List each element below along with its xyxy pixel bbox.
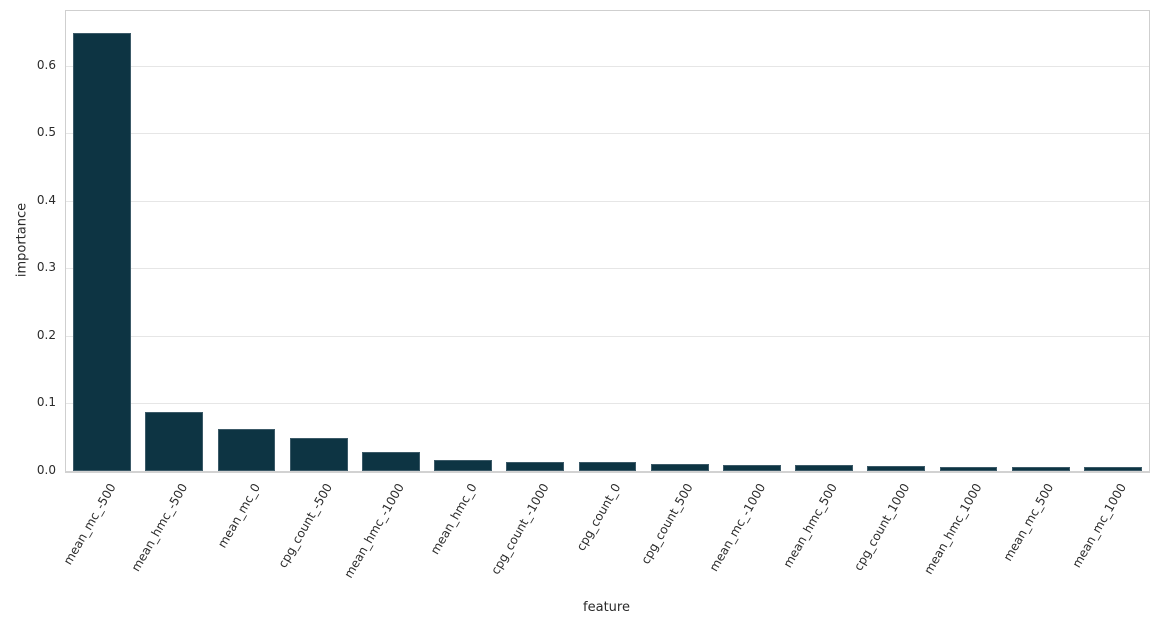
bar-mean_hmc_0 [434, 460, 492, 471]
x-tick-label-cpg_count_-500: cpg_count_-500 [275, 481, 335, 571]
y-tick-label-0.0: 0.0 [36, 462, 56, 477]
bar-cpg_count_1000 [867, 465, 926, 471]
bar-mean_hmc_-1000 [362, 452, 420, 471]
y-tick-label-0.3: 0.3 [36, 260, 56, 275]
bar-mean_mc_-500 [73, 32, 131, 471]
bar-mean_mc_-1000 [723, 464, 781, 471]
x-tick-label-cpg_count_-1000: cpg_count_-1000 [488, 481, 552, 577]
bar-mean_mc_0 [217, 429, 276, 471]
y-tick-label-0.2: 0.2 [36, 327, 56, 342]
gridline-y-0.5 [66, 133, 1149, 135]
x-tick-label-cpg_count_1000: cpg_count_1000 [851, 481, 913, 574]
y-tick-label-0.1: 0.1 [36, 395, 56, 410]
x-tick-label-cpg_count_500: cpg_count_500 [638, 481, 696, 567]
bar-cpg_count_0 [578, 462, 637, 471]
x-tick-label-mean_mc_1000: mean_mc_1000 [1069, 481, 1130, 571]
bar-cpg_count_-1000 [506, 461, 565, 471]
gridline-y-0.6 [66, 65, 1149, 67]
bar-cpg_count_500 [650, 464, 709, 471]
gridline-y-0.4 [66, 200, 1149, 202]
x-tick-label-mean_mc_500: mean_mc_500 [1001, 481, 1057, 564]
bar-mean_mc_1000 [1084, 467, 1142, 471]
bar-mean_mc_500 [1011, 467, 1070, 471]
gridline-y-0.1 [66, 403, 1149, 405]
x-tick-label-cpg_count_0: cpg_count_0 [573, 481, 624, 554]
x-tick-label-mean_hmc_1000: mean_hmc_1000 [921, 481, 985, 577]
x-tick-label-mean_mc_-500: mean_mc_-500 [60, 481, 119, 568]
bar-mean_hmc_1000 [939, 466, 998, 471]
x-axis-label: feature [583, 600, 630, 615]
bar-mean_hmc_-500 [145, 411, 204, 471]
x-tick-label-mean_hmc_-1000: mean_hmc_-1000 [341, 481, 408, 581]
bar-mean_hmc_500 [795, 465, 853, 471]
plot-area [65, 10, 1150, 473]
bar-cpg_count_-500 [289, 437, 348, 471]
y-tick-label-0.5: 0.5 [36, 125, 56, 140]
x-tick-label-mean_hmc_500: mean_hmc_500 [780, 481, 841, 571]
x-tick-label-mean_mc_0: mean_mc_0 [214, 481, 263, 551]
gridline-y-0.3 [66, 268, 1149, 270]
gridline-y-0.2 [66, 335, 1149, 337]
y-tick-label-0.4: 0.4 [36, 192, 56, 207]
y-tick-label-0.6: 0.6 [36, 57, 56, 72]
x-tick-label-mean_mc_-1000: mean_mc_-1000 [706, 481, 769, 574]
x-tick-label-mean_hmc_-500: mean_hmc_-500 [128, 481, 191, 574]
x-tick-label-mean_hmc_0: mean_hmc_0 [427, 481, 480, 557]
